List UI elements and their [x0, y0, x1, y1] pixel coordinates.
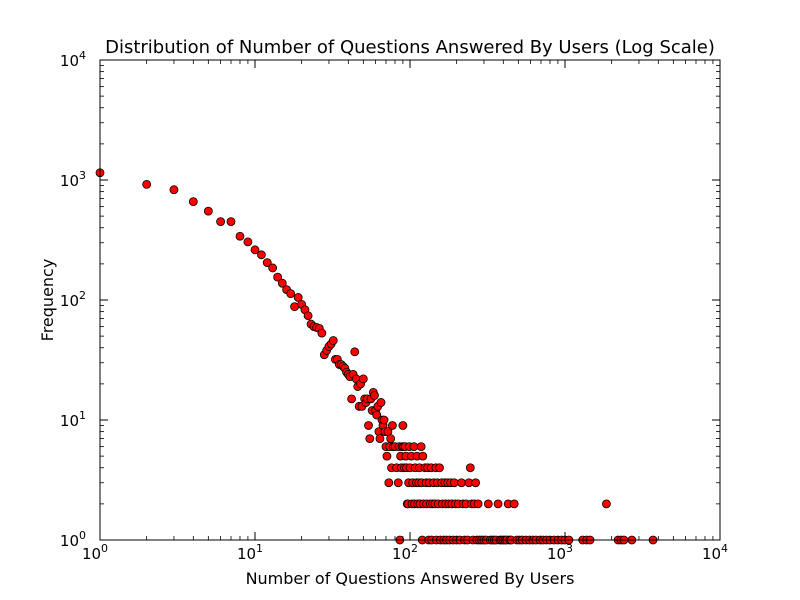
y-tick-label: 104 [60, 49, 86, 70]
data-point [388, 421, 397, 430]
data-point [364, 421, 373, 430]
data-point [317, 328, 327, 338]
data-point [398, 421, 408, 430]
data-point [393, 478, 403, 488]
y-axis-title: Frequency [38, 259, 57, 342]
y-tick-label: 102 [60, 289, 86, 310]
data-point [471, 478, 481, 488]
data-point [250, 245, 260, 255]
data-point [416, 442, 426, 452]
data-point [493, 499, 503, 509]
x-axis-title: Number of Questions Answered By Users [246, 569, 575, 588]
x-tick-label: 101 [237, 542, 263, 563]
data-point [286, 289, 296, 299]
data-point [365, 434, 375, 443]
data-point [216, 217, 226, 227]
chart-title: Distribution of Number of Questions Answ… [105, 37, 715, 58]
x-tick-label: 102 [392, 542, 418, 563]
y-tick-label: 103 [60, 169, 86, 190]
axis-ticks [99, 59, 721, 541]
y-tick-labels: 100 101 102 103 104 [60, 49, 86, 550]
data-point [379, 415, 389, 425]
data-point [347, 394, 357, 404]
data-point [509, 499, 519, 509]
data-point [435, 463, 444, 473]
data-point [268, 263, 278, 273]
data-point [465, 463, 475, 473]
x-tick-label: 104 [702, 542, 728, 563]
data-point [370, 391, 379, 400]
data-point [602, 499, 611, 509]
data-point [449, 478, 459, 488]
data-point [457, 478, 466, 488]
data-point [277, 278, 287, 288]
data-point [409, 442, 419, 452]
data-point [376, 398, 386, 407]
plot-frame [99, 59, 721, 541]
data-point [328, 336, 338, 345]
data-point [203, 206, 213, 216]
y-tick-label: 101 [60, 409, 86, 430]
data-point [483, 499, 493, 509]
data-point [257, 250, 266, 260]
data-point [188, 197, 198, 207]
data-point [262, 258, 272, 267]
data-point [243, 237, 253, 247]
data-point [358, 374, 368, 384]
data-point [473, 499, 483, 509]
data-point [382, 451, 392, 461]
x-tick-label: 103 [547, 542, 573, 563]
data-point [372, 410, 382, 420]
data-point [142, 179, 152, 189]
data-point [386, 434, 396, 443]
data-point [384, 478, 394, 488]
x-tick-labels: 100 101 102 103 104 [82, 542, 728, 563]
x-tick-label: 100 [82, 542, 108, 563]
data-point [418, 451, 428, 461]
data-point [169, 185, 179, 195]
y-tick-label: 100 [60, 529, 86, 550]
data-point [273, 272, 283, 282]
data-point [350, 347, 360, 357]
data-point [226, 217, 236, 227]
data-point [303, 311, 313, 321]
data-point [293, 293, 303, 302]
data-points [95, 168, 658, 545]
data-point [375, 434, 385, 443]
data-point [235, 231, 245, 241]
